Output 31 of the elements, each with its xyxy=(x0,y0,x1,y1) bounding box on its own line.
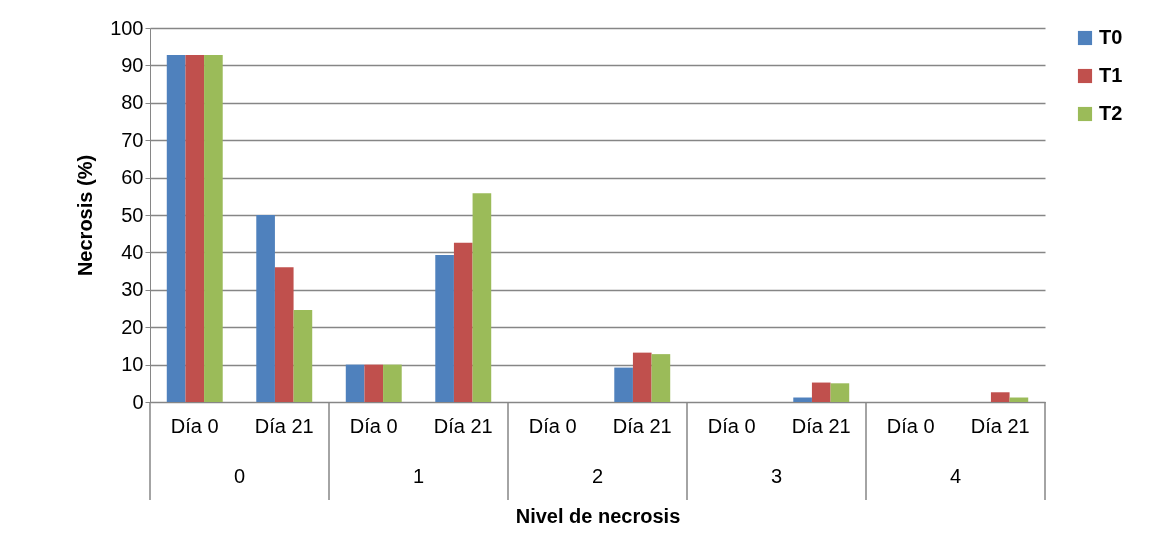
y-axis-title: Necrosis (%) xyxy=(74,154,97,277)
x-tick-label: Día 21 xyxy=(254,414,314,437)
text: 0 xyxy=(233,465,246,487)
y-tick-label: 40 xyxy=(121,240,144,263)
x-tick-label: Día 0 xyxy=(528,414,577,437)
text: 1 xyxy=(412,465,425,487)
x-tick-label: Día 21 xyxy=(612,414,672,437)
y-tick-label: 10 xyxy=(121,353,144,376)
legend-label: T2 xyxy=(1099,102,1123,124)
y-tick-label: 50 xyxy=(121,203,144,226)
y-tick-label: 60 xyxy=(121,166,144,189)
y-tick-label: 30 xyxy=(121,278,144,301)
legend-label: T1 xyxy=(1099,64,1123,86)
x-tick-label: Día 0 xyxy=(707,414,756,437)
x-tick-label: Día 21 xyxy=(433,414,493,437)
x-tick-label: Día 0 xyxy=(349,414,398,437)
x-tick-label: Día 0 xyxy=(886,414,935,437)
text: 4 xyxy=(949,465,962,487)
text: 2 xyxy=(591,465,604,487)
y-tick-label: 100 xyxy=(110,16,144,39)
y-tick-label: 80 xyxy=(121,91,144,114)
y-tick-label: 20 xyxy=(121,315,144,338)
x-tick-label: Día 0 xyxy=(170,414,219,437)
y-tick-label: 90 xyxy=(121,53,144,76)
x-axis-title: Nivel de necrosis xyxy=(515,504,681,527)
y-tick-label: 0 xyxy=(132,390,144,413)
legend-label: T0 xyxy=(1099,26,1123,48)
x-tick-label: Día 21 xyxy=(970,414,1030,437)
text: 3 xyxy=(770,465,783,487)
x-tick-label: Día 21 xyxy=(791,414,851,437)
y-tick-label: 70 xyxy=(121,128,144,151)
